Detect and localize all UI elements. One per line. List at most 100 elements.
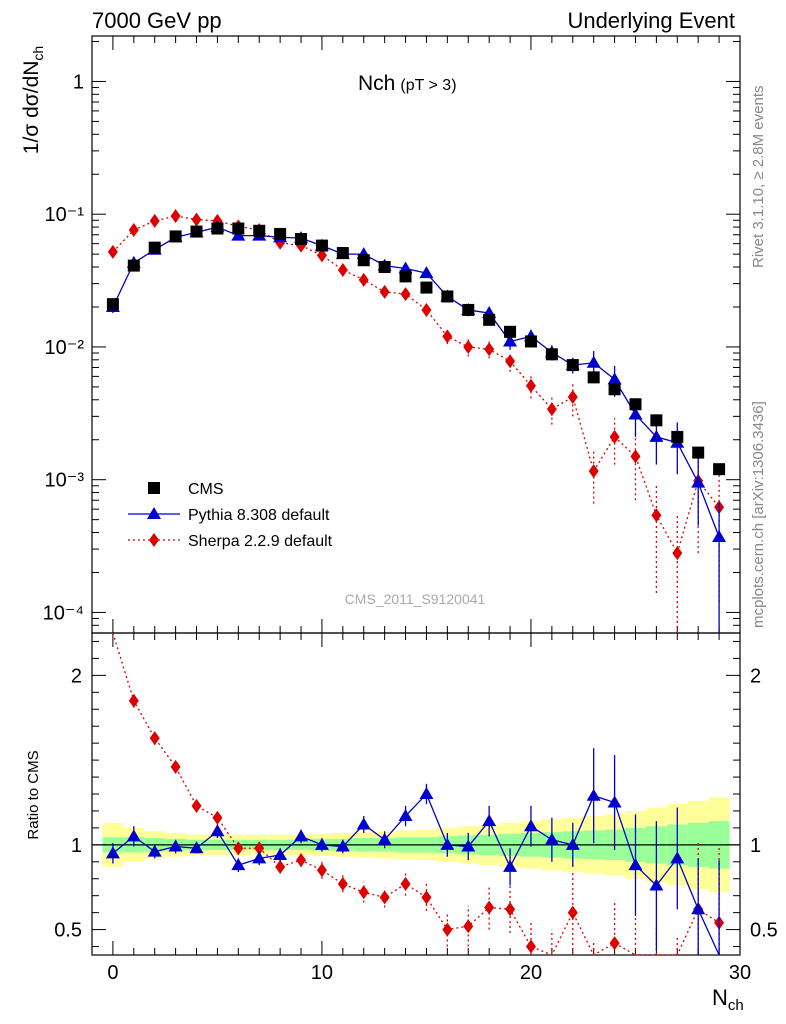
ratio-tick-label-right: 1 (750, 835, 761, 857)
y-axis-label-main: 1/σ dσ/dN (20, 61, 43, 155)
side-mcplots: mcplots.cern.ch [arXiv:1306.3436] (750, 401, 767, 628)
ratio-point (440, 837, 455, 850)
ratio-point (252, 851, 267, 864)
data-point (567, 389, 578, 404)
ratio-plot-series (105, 632, 725, 956)
x-tick-label: 20 (520, 962, 542, 984)
ratio-point (356, 817, 371, 830)
data-point (316, 248, 327, 263)
data-point (169, 230, 182, 243)
ratio-point (105, 846, 120, 859)
ratio-tick-label-right: 2 (750, 665, 761, 687)
data-point (357, 254, 370, 267)
ratio-point (210, 824, 225, 837)
ratio-tick-label-left: 2 (71, 665, 82, 687)
ratio-point (421, 890, 432, 905)
x-tick-label: 0 (107, 962, 118, 984)
ratio-point (273, 848, 288, 861)
ratio-frame (91, 632, 741, 956)
ratio-point (170, 759, 181, 774)
x-axis-label-main: N (712, 985, 728, 1010)
ratio-point (294, 829, 309, 842)
data-point (524, 335, 537, 348)
data-point (378, 261, 391, 274)
x-axis-label: Nch (712, 985, 744, 1014)
ratio-point (565, 837, 580, 850)
y-tick-label: 10⁻⁴ (43, 602, 84, 624)
analysis-tag: CMS_2011_S9120041 (345, 591, 486, 607)
data-point (650, 414, 663, 427)
data-point (649, 429, 664, 442)
ratio-point (128, 693, 139, 708)
ratio-point (233, 841, 244, 856)
ratio-point (168, 839, 183, 852)
data-point (107, 244, 118, 259)
data-point (462, 303, 475, 316)
ratio-point (377, 832, 392, 845)
ratio-point (379, 890, 390, 905)
data-point (545, 348, 558, 361)
ratio-point (544, 832, 559, 845)
header-left: 7000 GeV pp (92, 8, 222, 33)
data-point (671, 430, 684, 443)
plot-title: Nch (pT > 3) (358, 72, 457, 95)
ratio-point (586, 788, 601, 801)
ratio-point (461, 839, 476, 852)
ratio-point (691, 902, 706, 915)
data-point (629, 398, 642, 411)
ratio-tick-label-left: 1 (71, 835, 82, 857)
data-point (336, 247, 349, 260)
data-point (211, 222, 224, 235)
data-point (315, 239, 328, 252)
data-point (672, 546, 683, 561)
ratio-point (607, 795, 622, 808)
ratio-point (609, 936, 620, 951)
data-point (421, 302, 432, 317)
legend-label: Pythia 8.308 default (188, 507, 330, 524)
legend-label: CMS (188, 481, 224, 498)
ratio-point (463, 919, 474, 934)
data-point (504, 325, 517, 338)
ratio-point (191, 798, 202, 813)
data-point (483, 313, 496, 326)
ratio-line (112, 632, 720, 956)
legend-marker (147, 507, 161, 519)
legend-marker (148, 482, 160, 494)
ratio-point (337, 876, 348, 891)
ratio-point (523, 819, 538, 832)
x-axis-label-sub: ch (728, 997, 744, 1014)
ratio-point (670, 851, 685, 864)
data-point (148, 241, 161, 254)
data-point (190, 225, 203, 238)
data-point (586, 355, 601, 368)
ratio-point (189, 841, 204, 854)
side-rivet: Rivet 3.1.10, ≥ 2.8M events (750, 86, 767, 269)
y-axis-label-sub: ch (30, 46, 46, 61)
y-tick-label: 1 (73, 71, 84, 93)
ratio-point (567, 905, 578, 920)
legend-label: Sherpa 2.2.9 default (188, 533, 333, 550)
ratio-point (400, 876, 411, 891)
data-point (337, 262, 348, 277)
ratio-point (335, 839, 350, 852)
y-tick-label: 10⁻³ (45, 470, 85, 492)
data-point (253, 224, 266, 237)
ratio-point (525, 939, 536, 954)
ratio-point (275, 859, 286, 874)
data-point (566, 359, 579, 372)
ratio-point (505, 902, 516, 917)
ratio-point (358, 885, 369, 900)
ratio-point (503, 859, 518, 872)
data-point (379, 284, 390, 299)
data-point (170, 208, 181, 223)
data-point (442, 329, 453, 344)
ratio-tick-label-left: 0.5 (54, 920, 82, 942)
data-point (546, 402, 557, 417)
plot-title-main: Nch (358, 72, 395, 95)
data-point (651, 508, 662, 523)
data-point (713, 463, 726, 476)
data-point (609, 429, 620, 444)
y-axis-label: 1/σ dσ/dNch (20, 46, 46, 154)
ratio-point (126, 829, 141, 842)
data-point (420, 281, 433, 294)
